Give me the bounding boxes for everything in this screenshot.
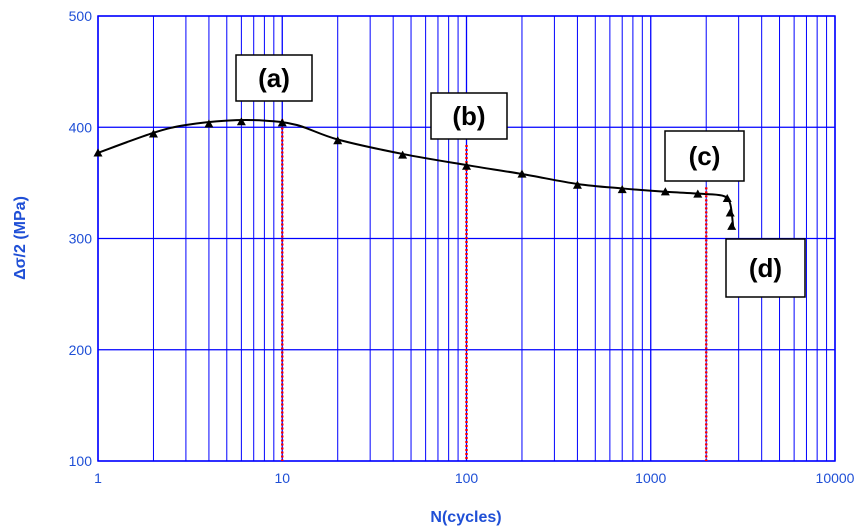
data-point (277, 118, 287, 127)
trend-curve-layer (97, 119, 735, 227)
data-point (722, 193, 732, 203)
y-tick-label: 100 (69, 453, 93, 469)
annotation-box (235, 54, 313, 102)
data-points (93, 117, 737, 230)
data-point (462, 161, 471, 170)
data-point (148, 129, 158, 138)
annotation-label: (b) (452, 101, 485, 131)
data-point (693, 189, 703, 198)
y-tick-label: 200 (69, 342, 93, 358)
annotation-box (725, 238, 806, 298)
x-tick-label: 1000 (635, 470, 666, 486)
data-point (517, 169, 527, 178)
data-point (617, 185, 627, 194)
annotation-boxes: (a) (b) (c) (d) (235, 54, 806, 298)
x-tick-label: 10 (274, 470, 290, 486)
x-axis-title: N(cycles) (430, 509, 501, 526)
annotation-box (664, 130, 745, 182)
y-tick-label: 500 (69, 8, 93, 24)
data-point (398, 150, 408, 159)
annotation-label: (a) (258, 63, 290, 93)
data-point (727, 221, 737, 230)
trend-curve (97, 119, 735, 227)
tick-labels: 1 10 100 1000 10000 100 200 300 400 500 (69, 8, 855, 486)
data-point (660, 187, 670, 196)
data-point (236, 117, 246, 126)
marker-lines (281, 119, 708, 461)
data-point (93, 148, 103, 157)
data-point (333, 136, 343, 145)
annotation-box (430, 92, 508, 140)
data-point (204, 119, 214, 128)
data-point (725, 208, 735, 217)
y-axis-title: Δσ/2 (MPa) (12, 196, 29, 280)
annotation-label: (c) (689, 141, 721, 171)
x-tick-label: 10000 (816, 470, 855, 486)
y-tick-label: 400 (69, 119, 93, 135)
y-tick-label: 300 (69, 231, 93, 247)
plot-frame (97, 15, 836, 462)
data-point (572, 180, 582, 189)
x-tick-label: 100 (455, 470, 479, 486)
x-tick-label: 1 (94, 470, 102, 486)
annotation-label: (d) (749, 253, 782, 283)
